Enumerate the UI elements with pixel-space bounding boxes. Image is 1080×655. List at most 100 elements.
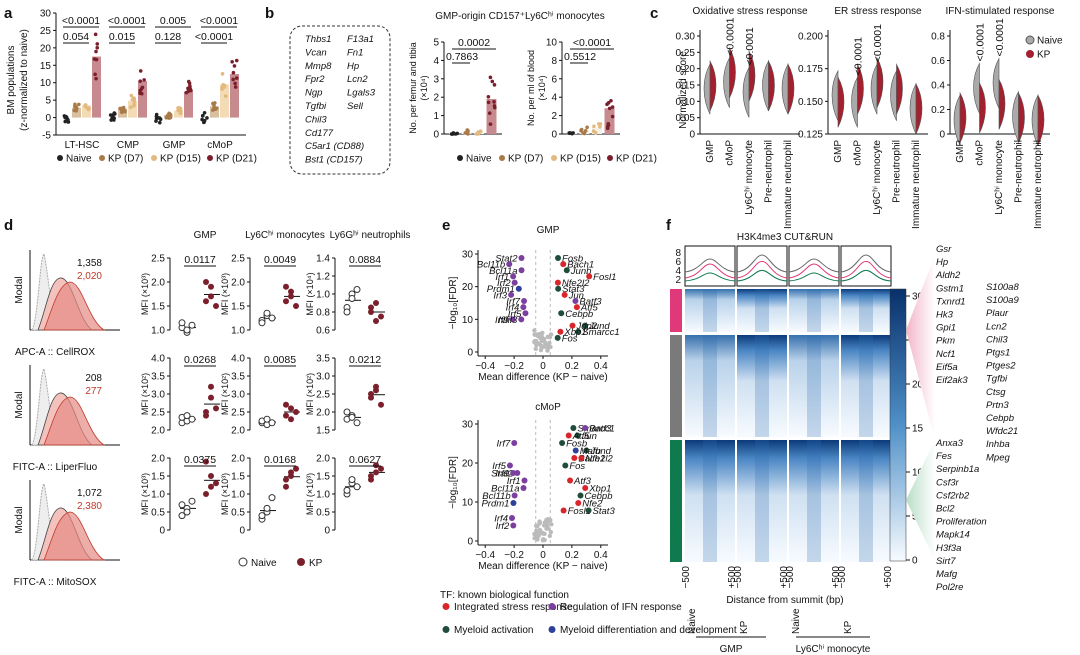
a-xtick-label: LT-HSC <box>65 140 100 151</box>
d-ytick-label: 0 <box>159 526 165 537</box>
d-dot-naive <box>353 286 361 293</box>
f-gene-pink: Eif5a <box>936 362 958 373</box>
a-dot <box>234 76 239 80</box>
d-ytick-label: 3.5 <box>151 372 165 383</box>
a-bar <box>82 105 91 118</box>
c-ytick-label: 0 <box>689 130 695 141</box>
a-legend-dot <box>151 155 157 161</box>
d-dot-kp <box>208 383 214 390</box>
c-ytick-label: 0.175 <box>798 64 823 75</box>
d-ytick-label: 0 <box>239 526 245 537</box>
e-gene-label: Fosl1 <box>593 272 616 283</box>
b-gene-item: Lgals3 <box>347 88 376 99</box>
b-pvalue-2: 0.7863 <box>446 51 478 63</box>
a-dot <box>132 102 136 107</box>
d-dot-naive <box>178 512 186 520</box>
d-hist-axis-label: FITC-A :: LiperFluo <box>13 462 98 473</box>
f-gene-pink: Gsr <box>936 244 952 255</box>
c-legend-label: Naive <box>1037 36 1063 47</box>
f-gene-green: Proliferation <box>936 517 987 528</box>
b-legend-dot <box>457 155 463 161</box>
c-xtick-label: GMP <box>955 140 966 163</box>
f-gene-pink2: Mpeg <box>986 452 1010 463</box>
e-ytick-label: 10 <box>462 315 474 326</box>
c-ytick-label: 0.30 <box>676 32 696 43</box>
b-ytick-label: 0 <box>433 130 439 141</box>
d-legend-naive-dot <box>238 557 248 567</box>
f-heat-summit <box>755 440 769 562</box>
e-dot <box>572 298 579 304</box>
e-dot <box>514 470 521 476</box>
c-xtick-label: Pre-neutrophil <box>892 140 903 203</box>
e-dot <box>510 500 517 506</box>
d-ytick-label: 0.5 <box>231 508 245 519</box>
f-profile-green <box>736 269 788 282</box>
b-dot <box>488 122 493 126</box>
f-xtick-left: −500 <box>681 566 692 589</box>
e-dot <box>560 261 567 268</box>
a-dot <box>202 120 206 125</box>
b-dot <box>592 124 596 129</box>
d-col-title: Ly6Gʰⁱ neutrophils <box>330 230 411 241</box>
panel-b-right-ylabel-2: (×10⁴) <box>537 75 547 100</box>
b-gene-item: Sell <box>347 101 364 112</box>
b-ytick-label: 3 <box>433 74 439 85</box>
c-violin-naive <box>953 94 961 146</box>
e-legend-dot <box>442 626 450 633</box>
b-legend-label: Naive <box>466 154 492 165</box>
e-gene-label: Smarcc1 <box>577 424 614 435</box>
e-gene-label: Fosb <box>562 254 583 265</box>
d-pvalue: 0.0085 <box>264 354 296 366</box>
e-xtick-label: 0.2 <box>565 361 579 372</box>
b-dot <box>579 127 584 132</box>
e-dot-background <box>533 346 538 352</box>
d-ytick-label: 1.2 <box>316 272 330 283</box>
b-dot <box>474 132 479 136</box>
e-gene-label: Junb <box>570 266 592 277</box>
e-gene-label: Irf5 <box>508 309 522 320</box>
d-hist-value-kp: 277 <box>85 386 102 397</box>
panel-b-left-ylabel-1: No. per femur and tibia <box>408 42 418 134</box>
b-ytick-label: 8 <box>551 56 557 67</box>
f-heat-block <box>685 289 735 332</box>
d-dot-naive <box>353 419 361 427</box>
f-heat-summit <box>703 440 717 562</box>
c-legend-kp-dot <box>1026 50 1034 58</box>
e-gene-label: Smarcc1 <box>582 327 619 338</box>
f-gene-green: H3f3a <box>936 543 961 554</box>
d-ytick-label: 1.5 <box>316 472 330 483</box>
b-ytick-label: 4 <box>433 56 439 67</box>
f-xtick-left: −500 <box>733 566 744 589</box>
e-gene-label: Batf3 <box>589 424 612 435</box>
e-dot <box>518 255 525 261</box>
e-dot <box>518 316 525 323</box>
d-hist-value-naive: 1,072 <box>77 488 102 499</box>
e-dot <box>511 492 518 499</box>
d-dot-kp <box>208 473 214 479</box>
a-dot <box>94 57 99 62</box>
a-dot <box>201 113 205 118</box>
b-dot <box>492 83 497 87</box>
d-dot-kp <box>213 480 219 487</box>
b-ytick-label: 4 <box>551 93 557 104</box>
c-xtick-label: GMP <box>833 140 844 163</box>
d-hist-kp <box>43 281 106 331</box>
e-dot-background <box>542 520 547 525</box>
a-xtick-label: GMP <box>163 140 186 151</box>
panel-a-bars: LT-HSC CMP GMP cMoP <box>62 32 239 151</box>
c-xtick-label: Immature neutrophil <box>911 140 922 229</box>
e-gene-label: Nfe2l2 <box>585 454 613 465</box>
f-profile-ytick: 6 <box>675 257 681 268</box>
e-dot <box>515 285 522 292</box>
f-gene-pink2: Ptges2 <box>986 361 1016 372</box>
d-legend-label: Naive <box>251 558 277 569</box>
c-violin-kp <box>787 63 795 115</box>
e-dot <box>573 304 580 311</box>
d-dot-kp <box>283 483 289 490</box>
f-heat-block <box>737 289 787 332</box>
a-xtick-label: cMoP <box>207 140 233 151</box>
panel-e-legend: TF: known biological functionIntegrated … <box>440 590 737 636</box>
panel-a-ylabel-2: (z-normalized to naive) <box>19 29 30 131</box>
e-gene-label: Fos <box>569 461 585 472</box>
